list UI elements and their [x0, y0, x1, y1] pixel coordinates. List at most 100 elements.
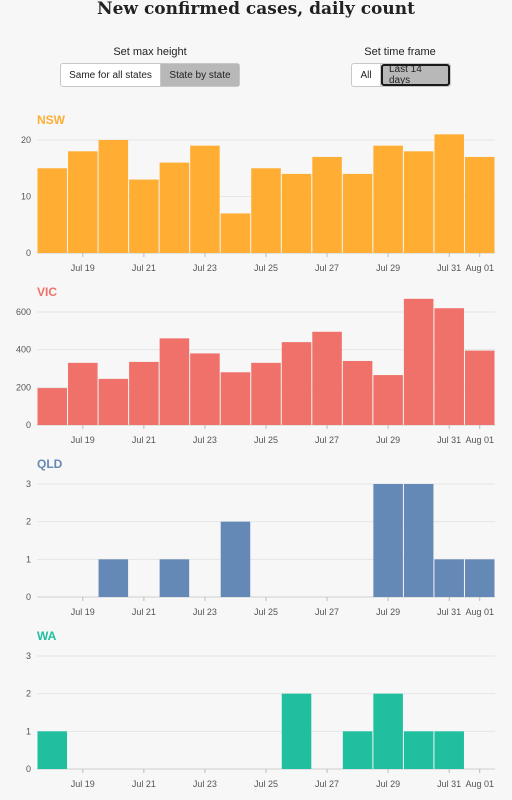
vic-chart: VIC 0 200 400 600 Jul 19 Jul 21 Jul 23 Jul 25 Jul… [16, 285, 495, 445]
wa-x-tick-label: Jul 21 [132, 779, 156, 789]
wa-x-tick-label: Aug 01 [465, 779, 494, 789]
time-frame-toggle: All Last 14 days [351, 63, 451, 87]
wa-bar[interactable] [342, 731, 373, 769]
nsw-y-tick-label: 10 [21, 192, 31, 202]
wa-state-label: WA [37, 629, 57, 643]
vic-bar[interactable] [434, 308, 464, 425]
nsw-bar[interactable] [159, 162, 190, 253]
vic-y-tick-label: 400 [16, 345, 31, 355]
vic-bar[interactable] [98, 378, 129, 425]
qld-y-tick-label: 2 [26, 517, 31, 527]
vic-bar[interactable] [464, 350, 495, 425]
qld-x-tick-label: Jul 19 [71, 607, 95, 617]
vic-bar[interactable] [342, 360, 373, 425]
nsw-bar[interactable] [37, 168, 68, 253]
state-by-state-button[interactable]: State by state [161, 64, 239, 86]
nsw-x-tick-label: Jul 27 [315, 263, 339, 273]
vic-bar[interactable] [190, 353, 220, 425]
wa-x-tick-label: Jul 31 [437, 779, 461, 789]
qld-x-tick-label: Jul 23 [193, 607, 217, 617]
vic-x-tick-label: Jul 25 [254, 435, 278, 445]
nsw-x-tick-label: Jul 19 [71, 263, 95, 273]
nsw-x-tick-label: Jul 21 [132, 263, 156, 273]
nsw-bar[interactable] [434, 134, 464, 253]
vic-bar[interactable] [312, 331, 342, 425]
qld-bar[interactable] [98, 559, 129, 597]
wa-bar[interactable] [281, 693, 312, 769]
nsw-bar[interactable] [190, 145, 220, 253]
max-height-label: Set max height [113, 46, 187, 58]
wa-bar[interactable] [403, 731, 434, 769]
vic-y-tick-label: 200 [16, 382, 31, 392]
nsw-x-tick-label: Jul 29 [376, 263, 400, 273]
wa-bar[interactable] [373, 693, 403, 769]
nsw-y-tick-label: 20 [21, 135, 31, 145]
wa-x-tick-label: Jul 25 [254, 779, 278, 789]
wa-y-tick-label: 0 [26, 764, 31, 774]
qld-chart: QLD 0 1 2 3 Jul 19 Jul 21 Jul 23 Jul 25 Jul 27 Jul… [26, 457, 495, 617]
qld-bar[interactable] [220, 521, 251, 597]
qld-y-tick-label: 1 [26, 554, 31, 564]
wa-y-tick-label: 2 [26, 689, 31, 699]
vic-x-tick-label: Jul 19 [71, 435, 95, 445]
qld-bar[interactable] [159, 559, 190, 597]
wa-x-tick-label: Jul 23 [193, 779, 217, 789]
vic-bar[interactable] [373, 375, 403, 425]
nsw-y-tick-label: 0 [26, 248, 31, 258]
same-for-all-states-button[interactable]: Same for all states [61, 64, 161, 86]
qld-bar[interactable] [403, 484, 434, 597]
qld-x-tick-label: Jul 31 [437, 607, 461, 617]
nsw-x-tick-label: Jul 23 [193, 263, 217, 273]
qld-y-tick-label: 3 [26, 479, 31, 489]
vic-x-tick-label: Jul 29 [376, 435, 400, 445]
vic-bar[interactable] [403, 298, 434, 425]
vic-x-tick-label: Aug 01 [465, 435, 494, 445]
vic-x-tick-label: Jul 23 [193, 435, 217, 445]
wa-x-tick-label: Jul 27 [315, 779, 339, 789]
vic-y-tick-label: 0 [26, 420, 31, 430]
vic-bar[interactable] [281, 342, 312, 425]
nsw-x-tick-label: Jul 31 [437, 263, 461, 273]
nsw-x-tick-label: Aug 01 [465, 263, 494, 273]
vic-state-label: VIC [37, 285, 57, 299]
max-height-toggle: Same for all states State by state [60, 63, 240, 87]
nsw-bar[interactable] [373, 145, 403, 253]
qld-state-label: QLD [37, 457, 63, 471]
all-button[interactable]: All [352, 64, 381, 86]
qld-bar[interactable] [373, 484, 403, 597]
nsw-bar[interactable] [251, 168, 281, 253]
qld-x-tick-label: Jul 21 [132, 607, 156, 617]
nsw-bar[interactable] [98, 140, 129, 253]
nsw-bar[interactable] [403, 151, 434, 253]
wa-bar[interactable] [37, 731, 68, 769]
nsw-bar[interactable] [312, 156, 342, 253]
last-14-days-button[interactable]: Last 14 days [381, 64, 450, 86]
wa-x-tick-label: Jul 29 [376, 779, 400, 789]
wa-bar[interactable] [434, 731, 464, 769]
vic-bar[interactable] [220, 372, 251, 425]
qld-bar[interactable] [434, 559, 464, 597]
wa-chart: WA 0 1 2 3 Jul 19 Jul 21 Jul 23 Jul 25 Jul 27 Jul … [26, 629, 495, 789]
vic-bar[interactable] [251, 362, 281, 425]
nsw-state-label: NSW [37, 113, 66, 127]
nsw-bar[interactable] [220, 213, 251, 253]
vic-x-tick-label: Jul 21 [132, 435, 156, 445]
vic-bar[interactable] [129, 361, 159, 425]
vic-bar[interactable] [68, 362, 98, 425]
wa-y-tick-label: 1 [26, 726, 31, 736]
wa-y-tick-label: 3 [26, 651, 31, 661]
vic-bar[interactable] [159, 338, 190, 425]
vic-x-tick-label: Jul 31 [437, 435, 461, 445]
nsw-bar[interactable] [68, 151, 98, 253]
nsw-bar[interactable] [281, 173, 312, 253]
vic-bar[interactable] [37, 388, 68, 425]
nsw-chart: NSW 0 10 20 Jul 19 Jul 21 Jul 23 Jul 25 Jul 27 Ju… [21, 113, 495, 273]
nsw-bar[interactable] [464, 156, 495, 253]
qld-bar[interactable] [464, 559, 495, 597]
nsw-bar[interactable] [129, 179, 159, 253]
chart-title: New confirmed cases, daily count [97, 0, 415, 19]
nsw-bar[interactable] [342, 173, 373, 253]
wa-x-tick-label: Jul 19 [71, 779, 95, 789]
qld-x-tick-label: Jul 25 [254, 607, 278, 617]
time-frame-label: Set time frame [364, 46, 436, 58]
